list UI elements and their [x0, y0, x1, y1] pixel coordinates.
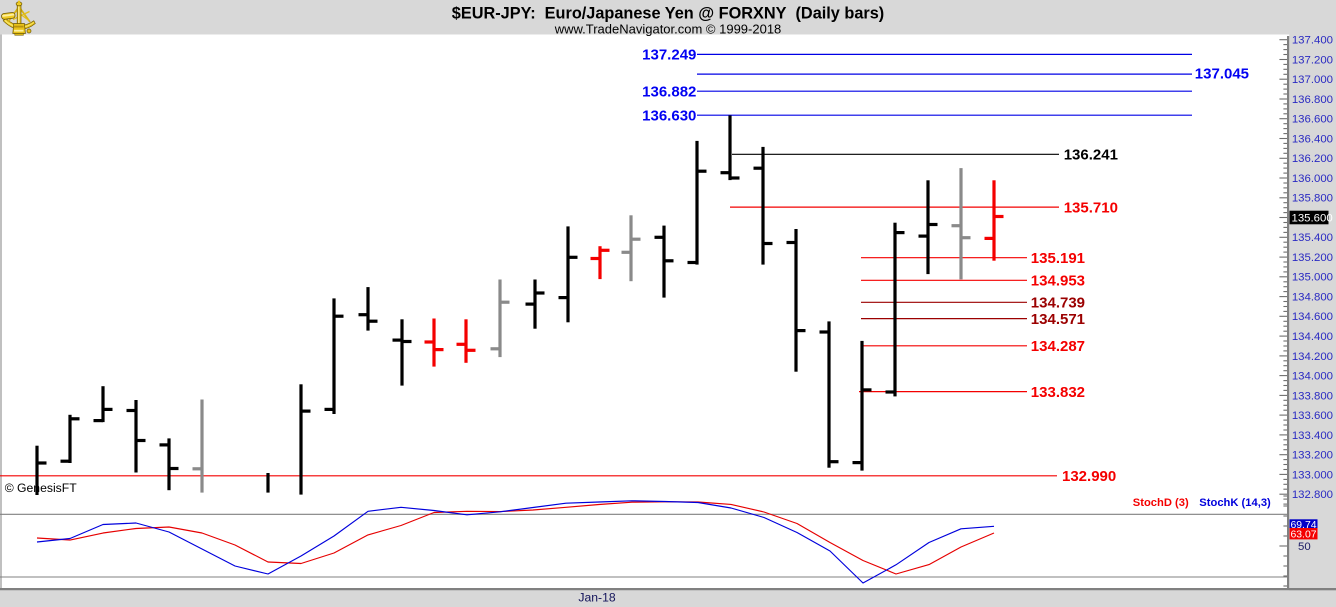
svg-text:134.739: 134.739: [1031, 295, 1085, 312]
svg-text:135.000: 135.000: [1292, 272, 1333, 284]
svg-text:132.800: 132.800: [1292, 489, 1333, 501]
svg-text:134.800: 134.800: [1292, 292, 1333, 304]
svg-text:50: 50: [1298, 541, 1311, 553]
svg-text:132.990: 132.990: [1062, 468, 1116, 485]
svg-text:133.832: 133.832: [1031, 384, 1085, 401]
svg-text:133.200: 133.200: [1292, 450, 1333, 462]
svg-text:137.045: 137.045: [1195, 66, 1249, 83]
svg-text:135.200: 135.200: [1292, 252, 1333, 264]
svg-text:135.191: 135.191: [1031, 250, 1085, 267]
svg-text:136.000: 136.000: [1292, 173, 1333, 185]
svg-text:136.800: 136.800: [1292, 94, 1333, 106]
svg-text:135.600: 135.600: [1292, 213, 1333, 225]
svg-text:133.400: 133.400: [1292, 430, 1333, 442]
svg-text:135.400: 135.400: [1292, 232, 1333, 244]
svg-text:136.630: 136.630: [642, 107, 696, 124]
svg-text:63.07: 63.07: [1291, 529, 1317, 540]
svg-text:134.400: 134.400: [1292, 331, 1333, 343]
svg-text:134.953: 134.953: [1031, 273, 1085, 290]
svg-text:© GenesisFT: © GenesisFT: [5, 481, 78, 495]
svg-text:134.571: 134.571: [1031, 311, 1085, 328]
svg-text:134.200: 134.200: [1292, 351, 1333, 363]
svg-text:136.200: 136.200: [1292, 153, 1333, 165]
svg-text:133.000: 133.000: [1292, 469, 1333, 481]
svg-text:137.400: 137.400: [1292, 35, 1333, 47]
svg-text:69.74: 69.74: [1291, 520, 1317, 531]
svg-text:www.TradeNavigator.com © 1999-: www.TradeNavigator.com © 1999-2018: [554, 22, 782, 37]
svg-text:137.000: 137.000: [1292, 74, 1333, 86]
svg-text:StochD (3): StochD (3): [1133, 497, 1189, 509]
svg-text:Jan-18: Jan-18: [578, 590, 615, 604]
svg-text:136.241: 136.241: [1064, 147, 1118, 164]
svg-text:136.882: 136.882: [642, 83, 696, 100]
svg-text:137.249: 137.249: [642, 47, 696, 64]
svg-text:135.800: 135.800: [1292, 193, 1333, 205]
svg-text:135.710: 135.710: [1064, 199, 1118, 216]
svg-text:134.600: 134.600: [1292, 311, 1333, 323]
svg-text:134.000: 134.000: [1292, 371, 1333, 383]
svg-text:133.600: 133.600: [1292, 410, 1333, 422]
svg-text:136.600: 136.600: [1292, 114, 1333, 126]
svg-text:136.400: 136.400: [1292, 133, 1333, 145]
svg-text:137.200: 137.200: [1292, 54, 1333, 66]
svg-text:StochK (14,3): StochK (14,3): [1199, 497, 1271, 509]
svg-text:134.287: 134.287: [1031, 338, 1085, 355]
svg-text:133.800: 133.800: [1292, 390, 1333, 402]
svg-text:$EUR-JPY: Euro/Japanese Yen @: $EUR-JPY: Euro/Japanese Yen @ FORXNY (Da…: [452, 5, 884, 23]
